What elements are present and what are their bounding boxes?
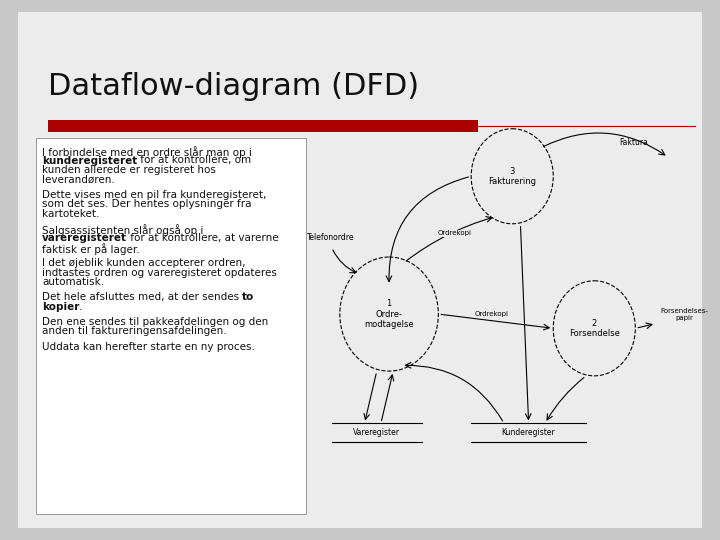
Text: I det øjeblik kunden accepterer ordren,: I det øjeblik kunden accepterer ordren, <box>42 258 246 268</box>
Text: for at kontrollere, at varerne: for at kontrollere, at varerne <box>127 233 279 244</box>
Text: Ordrekopi: Ordrekopi <box>474 311 509 317</box>
Text: anden til faktureringensafdelingen.: anden til faktureringensafdelingen. <box>42 327 227 336</box>
Bar <box>36 138 306 514</box>
Text: Dataflow-diagram (DFD): Dataflow-diagram (DFD) <box>48 72 419 101</box>
Text: Kunderegister: Kunderegister <box>502 428 556 437</box>
Bar <box>48 120 478 132</box>
Text: 3
Fakturering: 3 Fakturering <box>488 166 536 186</box>
Text: leverandøren.: leverandøren. <box>42 174 114 185</box>
Text: som det ses. Der hentes oplysninger fra: som det ses. Der hentes oplysninger fra <box>42 199 251 209</box>
Text: kartoteket.: kartoteket. <box>42 208 99 219</box>
Text: kunderegisteret: kunderegisteret <box>42 156 138 165</box>
Text: Salgsassistenten slår også op i: Salgsassistenten slår også op i <box>42 224 203 236</box>
Text: Forsendelses-
papir: Forsendelses- papir <box>660 308 708 321</box>
Text: to: to <box>243 292 255 302</box>
Text: kopier: kopier <box>42 302 79 312</box>
Text: 1
Ordre-
modtagelse: 1 Ordre- modtagelse <box>364 299 414 329</box>
Text: .: . <box>79 302 83 312</box>
Text: Dette vises med en pil fra kunderegisteret,: Dette vises med en pil fra kunderegister… <box>42 190 266 200</box>
Text: Telefonordre: Telefonordre <box>307 233 354 242</box>
Text: automatisk.: automatisk. <box>42 277 104 287</box>
Text: I forbindelse med en ordre slår man op i: I forbindelse med en ordre slår man op i <box>42 146 252 158</box>
Text: Faktura: Faktura <box>619 138 648 147</box>
Text: indtastes ordren og vareregisteret opdateres: indtastes ordren og vareregisteret opdat… <box>42 268 277 278</box>
Text: kunden allerede er registeret hos: kunden allerede er registeret hos <box>42 165 216 175</box>
Text: for at kontrollere, om: for at kontrollere, om <box>138 156 251 165</box>
Text: Uddata kan herefter starte en ny proces.: Uddata kan herefter starte en ny proces. <box>42 342 255 352</box>
Text: 2
Forsendelse: 2 Forsendelse <box>569 319 620 338</box>
Text: Den ene sendes til pakkeafdelingen og den: Den ene sendes til pakkeafdelingen og de… <box>42 317 269 327</box>
Text: Det hele afsluttes med, at der sendes: Det hele afsluttes med, at der sendes <box>42 292 243 302</box>
Text: faktisk er på lager.: faktisk er på lager. <box>42 243 140 255</box>
Text: Ordrekopi: Ordrekopi <box>438 230 472 237</box>
Text: Vareregister: Vareregister <box>354 428 400 437</box>
Text: vareregisteret: vareregisteret <box>42 233 127 244</box>
